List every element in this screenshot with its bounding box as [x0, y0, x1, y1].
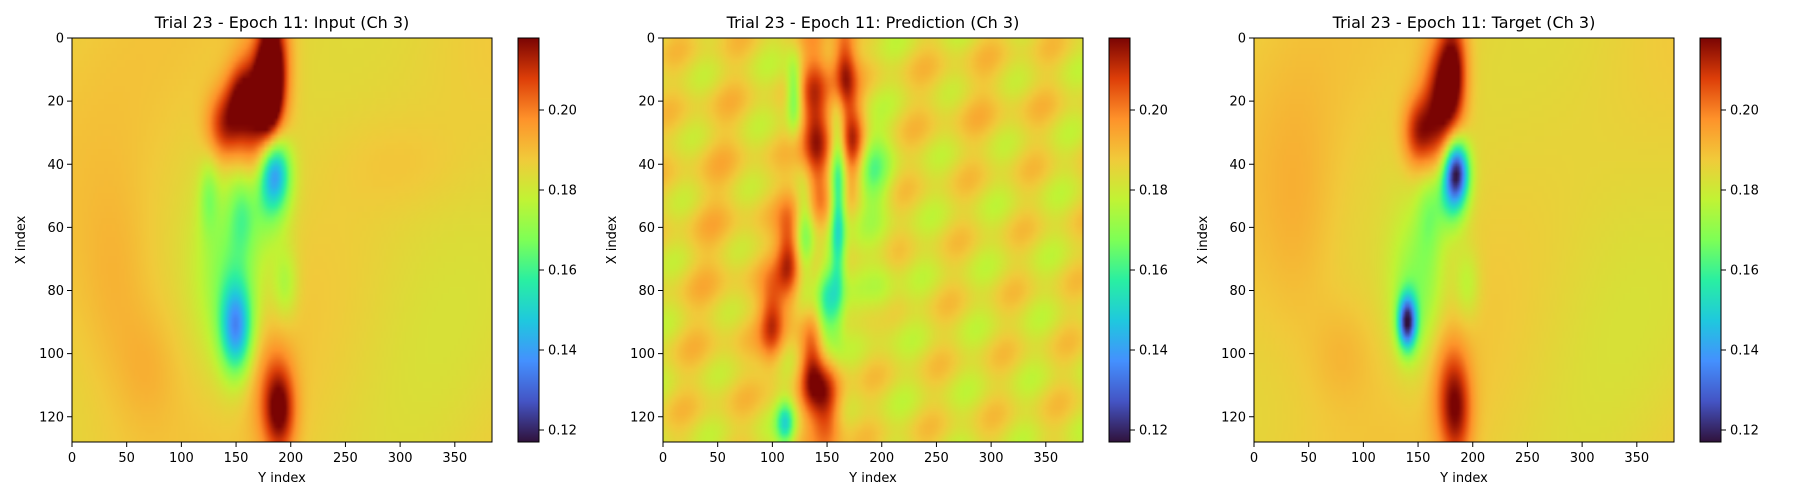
- panel-title: Trial 23 - Epoch 11: Prediction (Ch 3): [726, 13, 1020, 32]
- colorbar-ticks: 0.12 0.14 0.16 0.18 0.20: [1130, 104, 1168, 439]
- x-tick-label: 50: [118, 451, 135, 466]
- y-tick-label: 0: [1238, 32, 1246, 47]
- x-tick-label: 0: [659, 451, 667, 466]
- panel-prediction: Trial 23 - Epoch 11: Prediction (Ch 3) 0…: [605, 13, 1168, 486]
- x-tick-label: 350: [1624, 451, 1649, 466]
- x-tick-label: 250: [333, 451, 358, 466]
- x-axis-ticks: 0 50 100 150 200 250 300 350: [659, 442, 1058, 466]
- x-tick-label: 50: [1300, 451, 1317, 466]
- plot-frame: [662, 37, 1084, 443]
- y-tick-label: 0: [56, 32, 64, 47]
- x-tick-label: 50: [709, 451, 726, 466]
- colorbar: [1699, 37, 1722, 443]
- heatmap-image: [663, 38, 1083, 442]
- x-tick-label: 150: [1406, 451, 1431, 466]
- y-axis-label: X index: [1196, 215, 1211, 264]
- colorbar-tick-label: 0.12: [1730, 424, 1759, 439]
- colorbar-tick-label: 0.14: [548, 344, 577, 359]
- y-axis-ticks: 0 20 40 60 80 100 120: [1221, 32, 1254, 425]
- y-tick-label: 40: [47, 158, 64, 173]
- colorbar: [1108, 37, 1131, 443]
- x-tick-label: 100: [760, 451, 785, 466]
- x-tick-label: 200: [869, 451, 894, 466]
- x-axis-label: Y index: [1439, 471, 1488, 486]
- x-tick-label: 0: [68, 451, 76, 466]
- y-axis-label: X index: [605, 215, 620, 264]
- x-tick-label: 350: [1033, 451, 1058, 466]
- heatmap-image: [1254, 38, 1674, 442]
- y-tick-label: 100: [1221, 347, 1246, 362]
- x-tick-label: 100: [169, 451, 194, 466]
- colorbar-tick-label: 0.14: [1139, 344, 1168, 359]
- y-tick-label: 0: [647, 32, 655, 47]
- colorbar-tick-label: 0.16: [1730, 264, 1759, 279]
- y-tick-label: 100: [630, 347, 655, 362]
- y-tick-label: 120: [39, 410, 64, 425]
- panel-title: Trial 23 - Epoch 11: Input (Ch 3): [154, 13, 410, 32]
- y-tick-label: 60: [47, 221, 64, 236]
- y-tick-label: 40: [1229, 158, 1246, 173]
- colorbar-tick-label: 0.18: [1139, 184, 1168, 199]
- y-tick-label: 60: [638, 221, 655, 236]
- x-tick-label: 350: [442, 451, 467, 466]
- x-axis-label: Y index: [257, 471, 306, 486]
- y-tick-label: 100: [39, 347, 64, 362]
- y-tick-label: 20: [1229, 95, 1246, 110]
- colorbar-tick-label: 0.14: [1730, 344, 1759, 359]
- x-tick-label: 100: [1351, 451, 1376, 466]
- y-tick-label: 20: [638, 95, 655, 110]
- colorbar-tick-label: 0.20: [1139, 104, 1168, 119]
- colorbar-tick-label: 0.12: [1139, 424, 1168, 439]
- x-tick-label: 200: [278, 451, 303, 466]
- colorbar-ticks: 0.12 0.14 0.16 0.18 0.20: [1721, 104, 1759, 439]
- x-tick-label: 0: [1250, 451, 1258, 466]
- x-tick-label: 250: [1515, 451, 1540, 466]
- y-tick-label: 80: [47, 284, 64, 299]
- plot-frame: [1253, 37, 1675, 443]
- x-tick-label: 150: [815, 451, 840, 466]
- x-tick-label: 150: [224, 451, 249, 466]
- x-tick-label: 300: [1570, 451, 1595, 466]
- colorbar-tick-label: 0.16: [548, 264, 577, 279]
- y-axis-ticks: 0 20 40 60 80 100 120: [630, 32, 663, 425]
- x-tick-label: 300: [388, 451, 413, 466]
- x-tick-label: 200: [1460, 451, 1485, 466]
- y-tick-label: 120: [630, 410, 655, 425]
- y-axis-ticks: 0 20 40 60 80 100 120: [39, 32, 72, 425]
- panel-target: Trial 23 - Epoch 11: Target (Ch 3) 0 50 10…: [1196, 13, 1759, 486]
- y-tick-label: 60: [1229, 221, 1246, 236]
- y-tick-label: 80: [1229, 284, 1246, 299]
- y-tick-label: 80: [638, 284, 655, 299]
- x-axis-label: Y index: [848, 471, 897, 486]
- colorbar-tick-label: 0.20: [1730, 104, 1759, 119]
- panel-title: Trial 23 - Epoch 11: Target (Ch 3): [1332, 13, 1596, 32]
- plot-frame: [71, 37, 493, 443]
- colorbar-tick-label: 0.12: [548, 424, 577, 439]
- y-axis-label: X index: [14, 215, 29, 264]
- y-tick-label: 40: [638, 158, 655, 173]
- colorbar-ticks: 0.12 0.14 0.16 0.18 0.20: [539, 104, 577, 439]
- panel-input: Trial 23 - Epoch 11: Input (Ch 3) 0 50 100…: [14, 13, 577, 486]
- colorbar-tick-label: 0.16: [1139, 264, 1168, 279]
- x-tick-label: 300: [979, 451, 1004, 466]
- heatmap-image: [72, 38, 492, 442]
- y-tick-label: 120: [1221, 410, 1246, 425]
- y-tick-label: 20: [47, 95, 64, 110]
- colorbar-tick-label: 0.20: [548, 104, 577, 119]
- colorbar: [517, 37, 540, 443]
- colorbar-tick-label: 0.18: [1730, 184, 1759, 199]
- colorbar-tick-label: 0.18: [548, 184, 577, 199]
- x-tick-label: 250: [924, 451, 949, 466]
- x-axis-ticks: 0 50 100 150 200 250 300 350: [68, 442, 467, 466]
- x-axis-ticks: 0 50 100 150 200 250 300 350: [1250, 442, 1649, 466]
